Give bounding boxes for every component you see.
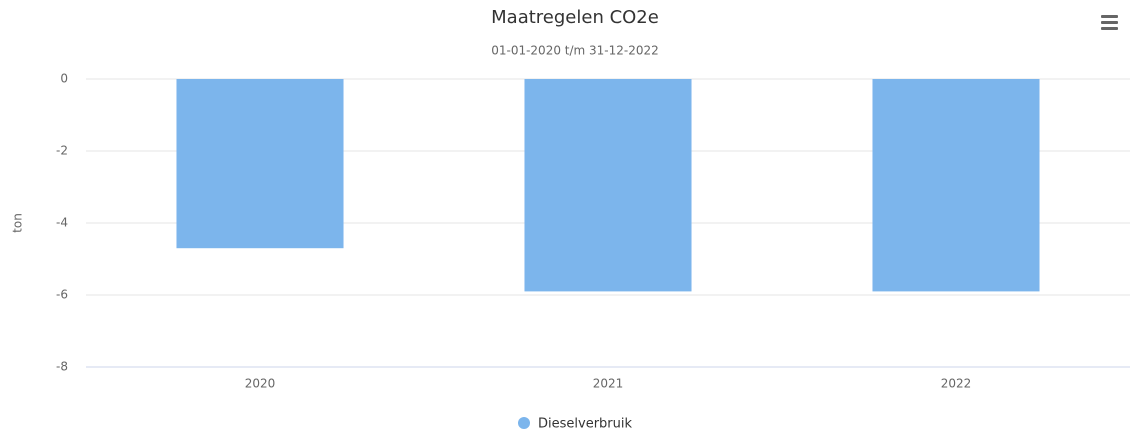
chart-subtitle: 01-01-2020 t/m 31-12-2022 xyxy=(491,44,659,58)
x-tick-label: 2022 xyxy=(941,377,972,391)
legend-swatch xyxy=(518,417,530,429)
menu-button[interactable] xyxy=(1100,12,1120,32)
bar xyxy=(176,79,344,249)
y-axis-title: ton xyxy=(11,213,25,233)
bar xyxy=(872,79,1040,292)
bar xyxy=(524,79,692,292)
y-tick-label: -6 xyxy=(56,288,68,302)
y-tick-label: -8 xyxy=(56,360,68,374)
x-tick-label: 2020 xyxy=(245,377,276,391)
y-tick-label: 0 xyxy=(60,72,68,86)
y-tick-label: -2 xyxy=(56,144,68,158)
chart-title: Maatregelen CO2e xyxy=(491,7,659,28)
y-tick-label: -4 xyxy=(56,216,68,230)
x-tick-label: 2021 xyxy=(593,377,624,391)
legend-label: Dieselverbruik xyxy=(538,417,632,432)
menu-bar xyxy=(1101,21,1118,24)
menu-bar xyxy=(1101,27,1118,30)
menu-bar xyxy=(1101,15,1118,18)
